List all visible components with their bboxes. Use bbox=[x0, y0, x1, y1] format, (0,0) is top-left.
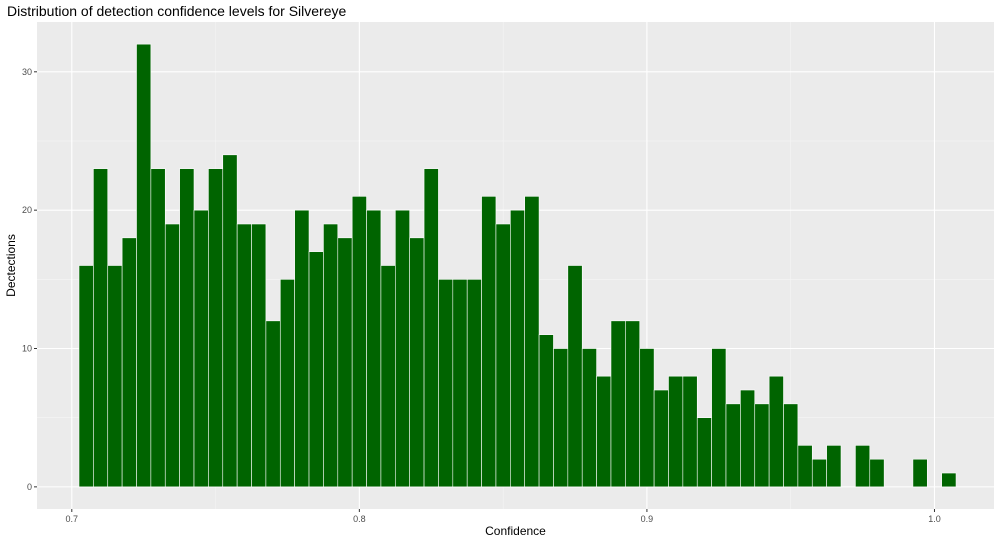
histogram-bar bbox=[797, 445, 813, 488]
x-tick-label: 0.7 bbox=[66, 514, 79, 524]
histogram-bar bbox=[366, 209, 382, 488]
histogram-bar bbox=[107, 265, 123, 488]
histogram-bar bbox=[164, 223, 180, 488]
histogram-bar bbox=[265, 320, 281, 488]
histogram-bar bbox=[783, 403, 799, 488]
histogram-bar bbox=[136, 43, 152, 488]
histogram-bar bbox=[481, 196, 497, 488]
histogram-bar bbox=[150, 168, 166, 488]
histogram-bar bbox=[581, 348, 597, 488]
histogram-bar bbox=[538, 334, 554, 488]
histogram-bar bbox=[855, 445, 871, 488]
bars-group bbox=[78, 43, 957, 488]
histogram-bar bbox=[653, 389, 669, 488]
y-tick-label: 0 bbox=[27, 482, 32, 492]
histogram-bar bbox=[93, 168, 109, 488]
histogram-bar bbox=[510, 209, 526, 488]
histogram-bar bbox=[639, 348, 655, 488]
y-tick-label: 10 bbox=[22, 344, 32, 354]
histogram-bar bbox=[323, 223, 339, 488]
histogram-bar bbox=[409, 237, 425, 488]
chart-title: Distribution of detection confidence lev… bbox=[7, 3, 347, 19]
y-axis-title: Dectections bbox=[4, 234, 18, 297]
histogram-bar bbox=[495, 223, 511, 488]
x-axis-title: Confidence bbox=[485, 524, 546, 538]
histogram-bar bbox=[423, 168, 439, 488]
histogram-bar bbox=[596, 375, 612, 488]
histogram-bar bbox=[222, 154, 238, 488]
histogram-bar bbox=[567, 265, 583, 488]
y-axis: 0 10 20 30 bbox=[22, 67, 37, 492]
histogram-bar bbox=[610, 320, 626, 488]
histogram-bar bbox=[380, 265, 396, 488]
histogram-bar bbox=[193, 209, 209, 488]
histogram-bar bbox=[179, 168, 195, 488]
y-tick-label: 20 bbox=[22, 205, 32, 215]
histogram-bar bbox=[682, 375, 698, 488]
histogram-bar bbox=[236, 223, 252, 488]
histogram-bar bbox=[121, 237, 137, 488]
histogram-bar bbox=[696, 417, 712, 488]
histogram-bar bbox=[553, 348, 569, 488]
histogram-bar bbox=[811, 458, 827, 488]
histogram-bar bbox=[826, 445, 842, 488]
y-tick-label: 30 bbox=[22, 67, 32, 77]
histogram-bar bbox=[394, 209, 410, 488]
histogram-bar bbox=[524, 196, 540, 488]
x-tick-label: 1.0 bbox=[928, 514, 941, 524]
x-tick-label: 0.9 bbox=[641, 514, 654, 524]
histogram-bar bbox=[308, 251, 324, 488]
histogram-bar bbox=[78, 265, 94, 488]
histogram-bar bbox=[941, 472, 957, 488]
histogram-bar bbox=[668, 375, 684, 488]
histogram-bar bbox=[768, 375, 784, 488]
histogram-bar bbox=[337, 237, 353, 488]
histogram-bar bbox=[208, 168, 224, 488]
histogram-bar bbox=[912, 458, 928, 488]
histogram-bar bbox=[279, 279, 295, 488]
histogram-bar bbox=[466, 279, 482, 488]
x-axis: 0.7 0.8 0.9 1.0 bbox=[66, 509, 941, 524]
histogram-bar bbox=[711, 348, 727, 488]
histogram-bar bbox=[740, 389, 756, 488]
histogram-bar bbox=[625, 320, 641, 488]
histogram-bar bbox=[452, 279, 468, 488]
histogram-bar bbox=[754, 403, 770, 488]
histogram-bar bbox=[294, 209, 310, 488]
histogram-bar bbox=[438, 279, 454, 488]
x-tick-label: 0.8 bbox=[353, 514, 366, 524]
histogram-bar bbox=[725, 403, 741, 488]
histogram-bar bbox=[351, 196, 367, 488]
histogram-bar bbox=[251, 223, 267, 488]
histogram-bar bbox=[869, 458, 885, 488]
